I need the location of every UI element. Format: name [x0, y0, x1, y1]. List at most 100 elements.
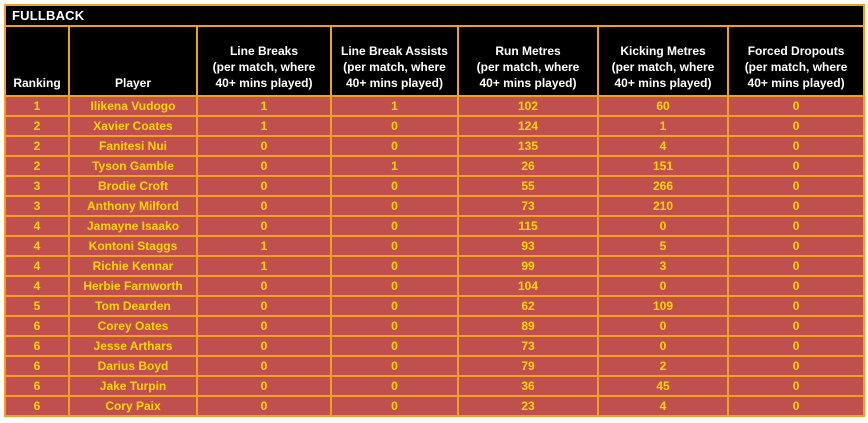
- column-header-line: Run Metres: [495, 44, 561, 58]
- column-header-line: 40+ mins played): [215, 76, 313, 90]
- stat-value-cell: 5: [597, 235, 729, 257]
- column-header-line: Player: [114, 76, 152, 90]
- column-header-line: 40+ mins played): [345, 76, 444, 90]
- stat-value-cell: 0: [726, 295, 866, 317]
- stat-value-cell: 104: [457, 275, 599, 297]
- ranking-cell: 5: [4, 295, 70, 317]
- player-stats-row: 6 Darius Boyd 0 0 79 2 0: [4, 355, 866, 377]
- ranking-cell: 3: [4, 195, 70, 217]
- stat-value-cell: 109: [597, 295, 729, 317]
- ranking-cell: 4: [4, 255, 70, 277]
- fullback-stats-table: FULLBACK Ranking Player Line Breaks (per ma…: [3, 4, 866, 417]
- table-title: FULLBACK: [3, 4, 866, 27]
- stat-value-cell: 0: [196, 135, 332, 157]
- stat-value-cell: 0: [196, 175, 332, 197]
- stat-value-cell: 151: [597, 155, 729, 177]
- stat-value-cell: 73: [457, 195, 599, 217]
- column-header-line: Ranking: [13, 76, 61, 90]
- stat-value-cell: 0: [196, 375, 332, 397]
- stat-value-cell: 0: [330, 215, 459, 237]
- stat-value-cell: 0: [196, 355, 332, 377]
- player-stats-row: 3 Brodie Croft 0 0 55 266 0: [4, 175, 866, 197]
- ranking-cell: 4: [4, 275, 70, 297]
- ranking-cell: 6: [4, 355, 70, 377]
- column-header-line: 40+ mins played): [747, 76, 845, 90]
- stat-value-cell: 0: [196, 155, 332, 177]
- stat-value-cell: 0: [726, 135, 866, 157]
- column-header-line: Line Break Assists: [341, 44, 448, 58]
- stat-value-cell: 0: [330, 295, 459, 317]
- stat-value-cell: 0: [597, 215, 729, 237]
- player-stats-row: 6 Cory Paix 0 0 23 4 0: [4, 395, 866, 417]
- stat-value-cell: 0: [330, 355, 459, 377]
- stat-value-cell: 79: [457, 355, 599, 377]
- stat-value-cell: 1: [330, 155, 459, 177]
- stat-value-cell: 89: [457, 315, 599, 337]
- stat-value-cell: 124: [457, 115, 599, 137]
- stat-value-cell: 210: [597, 195, 729, 217]
- stat-value-cell: 1: [196, 255, 332, 277]
- stat-value-cell: 0: [330, 195, 459, 217]
- player-stats-row: 5 Tom Dearden 0 0 62 109 0: [4, 295, 866, 317]
- player-stats-row: 4 Herbie Farnworth 0 0 104 0 0: [4, 275, 866, 297]
- player-name-cell: Ilikena Vudogo: [68, 95, 198, 117]
- stat-value-cell: 102: [457, 95, 599, 117]
- player-stats-row: 2 Fanitesi Nui 0 0 135 4 0: [4, 135, 866, 157]
- player-stats-row: 3 Anthony Milford 0 0 73 210 0: [4, 195, 866, 217]
- player-stats-row: 2 Tyson Gamble 0 1 26 151 0: [4, 155, 866, 177]
- player-name-cell: Jamayne Isaako: [68, 215, 198, 237]
- ranking-cell: 6: [4, 395, 70, 417]
- column-header-line: (per match, where: [212, 60, 316, 74]
- column-header-row: Ranking Player Line Breaks (per match, wher…: [4, 25, 866, 97]
- ranking-cell: 2: [4, 155, 70, 177]
- stat-value-cell: 0: [196, 395, 332, 417]
- player-name-cell: Kontoni Staggs: [68, 235, 198, 257]
- stat-value-cell: 45: [597, 375, 729, 397]
- player-name-cell: Richie Kennar: [68, 255, 198, 277]
- stat-value-cell: 3: [597, 255, 729, 277]
- player-stats-row: 6 Jesse Arthars 0 0 73 0 0: [4, 335, 866, 357]
- column-header-line: (per match, where: [611, 60, 715, 74]
- stat-value-cell: 0: [726, 355, 866, 377]
- player-name-cell: Cory Paix: [68, 395, 198, 417]
- player-name-cell: Jesse Arthars: [68, 335, 198, 357]
- player-stats-row: 4 Kontoni Staggs 1 0 93 5 0: [4, 235, 866, 257]
- stat-value-cell: 135: [457, 135, 599, 157]
- ranking-cell: 4: [4, 215, 70, 237]
- stat-value-cell: 0: [330, 235, 459, 257]
- stat-value-cell: 1: [196, 235, 332, 257]
- column-header-ranking: Ranking: [4, 25, 70, 97]
- player-stats-row: 2 Xavier Coates 1 0 124 1 0: [4, 115, 866, 137]
- stat-value-cell: 0: [196, 315, 332, 337]
- stat-value-cell: 0: [330, 175, 459, 197]
- ranking-cell: 3: [4, 175, 70, 197]
- stat-value-cell: 60: [597, 95, 729, 117]
- column-header-line: 40+ mins played): [614, 76, 712, 90]
- stat-value-cell: 62: [457, 295, 599, 317]
- stat-value-cell: 23: [457, 395, 599, 417]
- player-name-cell: Darius Boyd: [68, 355, 198, 377]
- player-name-cell: Brodie Croft: [68, 175, 198, 197]
- ranking-cell: 6: [4, 315, 70, 337]
- player-name-cell: Tom Dearden: [68, 295, 198, 317]
- stat-value-cell: 0: [726, 235, 866, 257]
- stat-value-cell: 0: [196, 275, 332, 297]
- column-header-line: 40+ mins played): [479, 76, 577, 90]
- stat-value-cell: 1: [196, 115, 332, 137]
- stat-value-cell: 0: [196, 295, 332, 317]
- player-stats-row: 6 Jake Turpin 0 0 36 45 0: [4, 375, 866, 397]
- stat-value-cell: 0: [196, 215, 332, 237]
- ranking-cell: 1: [4, 95, 70, 117]
- stat-value-cell: 266: [597, 175, 729, 197]
- stat-value-cell: 0: [726, 95, 866, 117]
- stat-value-cell: 0: [726, 315, 866, 337]
- column-header-line: Line Breaks: [229, 44, 299, 58]
- player-stats-row: 1 Ilikena Vudogo 1 1 102 60 0: [4, 95, 866, 117]
- stat-value-cell: 0: [330, 375, 459, 397]
- stat-value-cell: 0: [330, 255, 459, 277]
- stat-value-cell: 0: [726, 395, 866, 417]
- stat-value-cell: 26: [457, 155, 599, 177]
- stat-value-cell: 4: [597, 135, 729, 157]
- title-row: FULLBACK: [3, 4, 866, 27]
- stat-value-cell: 0: [726, 275, 866, 297]
